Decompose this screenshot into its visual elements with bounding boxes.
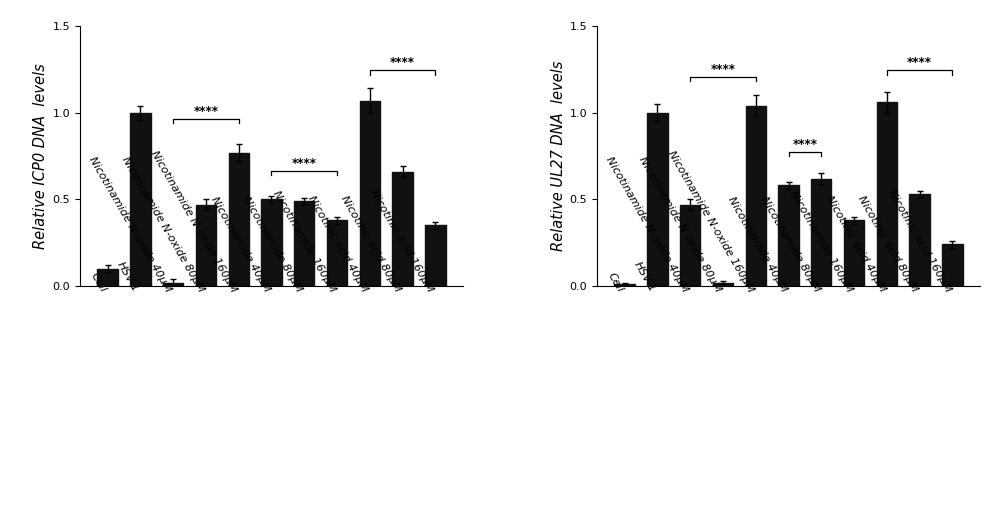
Bar: [425, 225, 446, 286]
Text: ****: ****: [292, 157, 317, 170]
Bar: [844, 220, 864, 286]
Bar: [229, 152, 249, 286]
Text: ****: ****: [907, 56, 932, 69]
Bar: [360, 100, 380, 286]
Bar: [392, 172, 413, 286]
Text: ****: ****: [193, 105, 218, 118]
Bar: [294, 201, 314, 286]
Text: ****: ****: [792, 138, 817, 151]
Bar: [877, 102, 897, 286]
Text: ****: ****: [710, 63, 735, 76]
Bar: [647, 113, 668, 286]
Bar: [163, 282, 183, 286]
Bar: [778, 186, 799, 286]
Bar: [680, 204, 700, 286]
Bar: [130, 113, 151, 286]
Bar: [261, 199, 282, 286]
Bar: [713, 282, 733, 286]
Y-axis label: Relative ICP0 DNA  levels: Relative ICP0 DNA levels: [33, 63, 48, 249]
Bar: [614, 284, 635, 286]
Bar: [196, 204, 216, 286]
Bar: [811, 178, 831, 286]
Bar: [942, 244, 963, 286]
Bar: [327, 220, 347, 286]
Bar: [746, 106, 766, 286]
Y-axis label: Relative UL27 DNA  levels: Relative UL27 DNA levels: [551, 61, 566, 251]
Text: ****: ****: [390, 56, 415, 69]
Bar: [909, 194, 930, 286]
Bar: [97, 269, 118, 286]
